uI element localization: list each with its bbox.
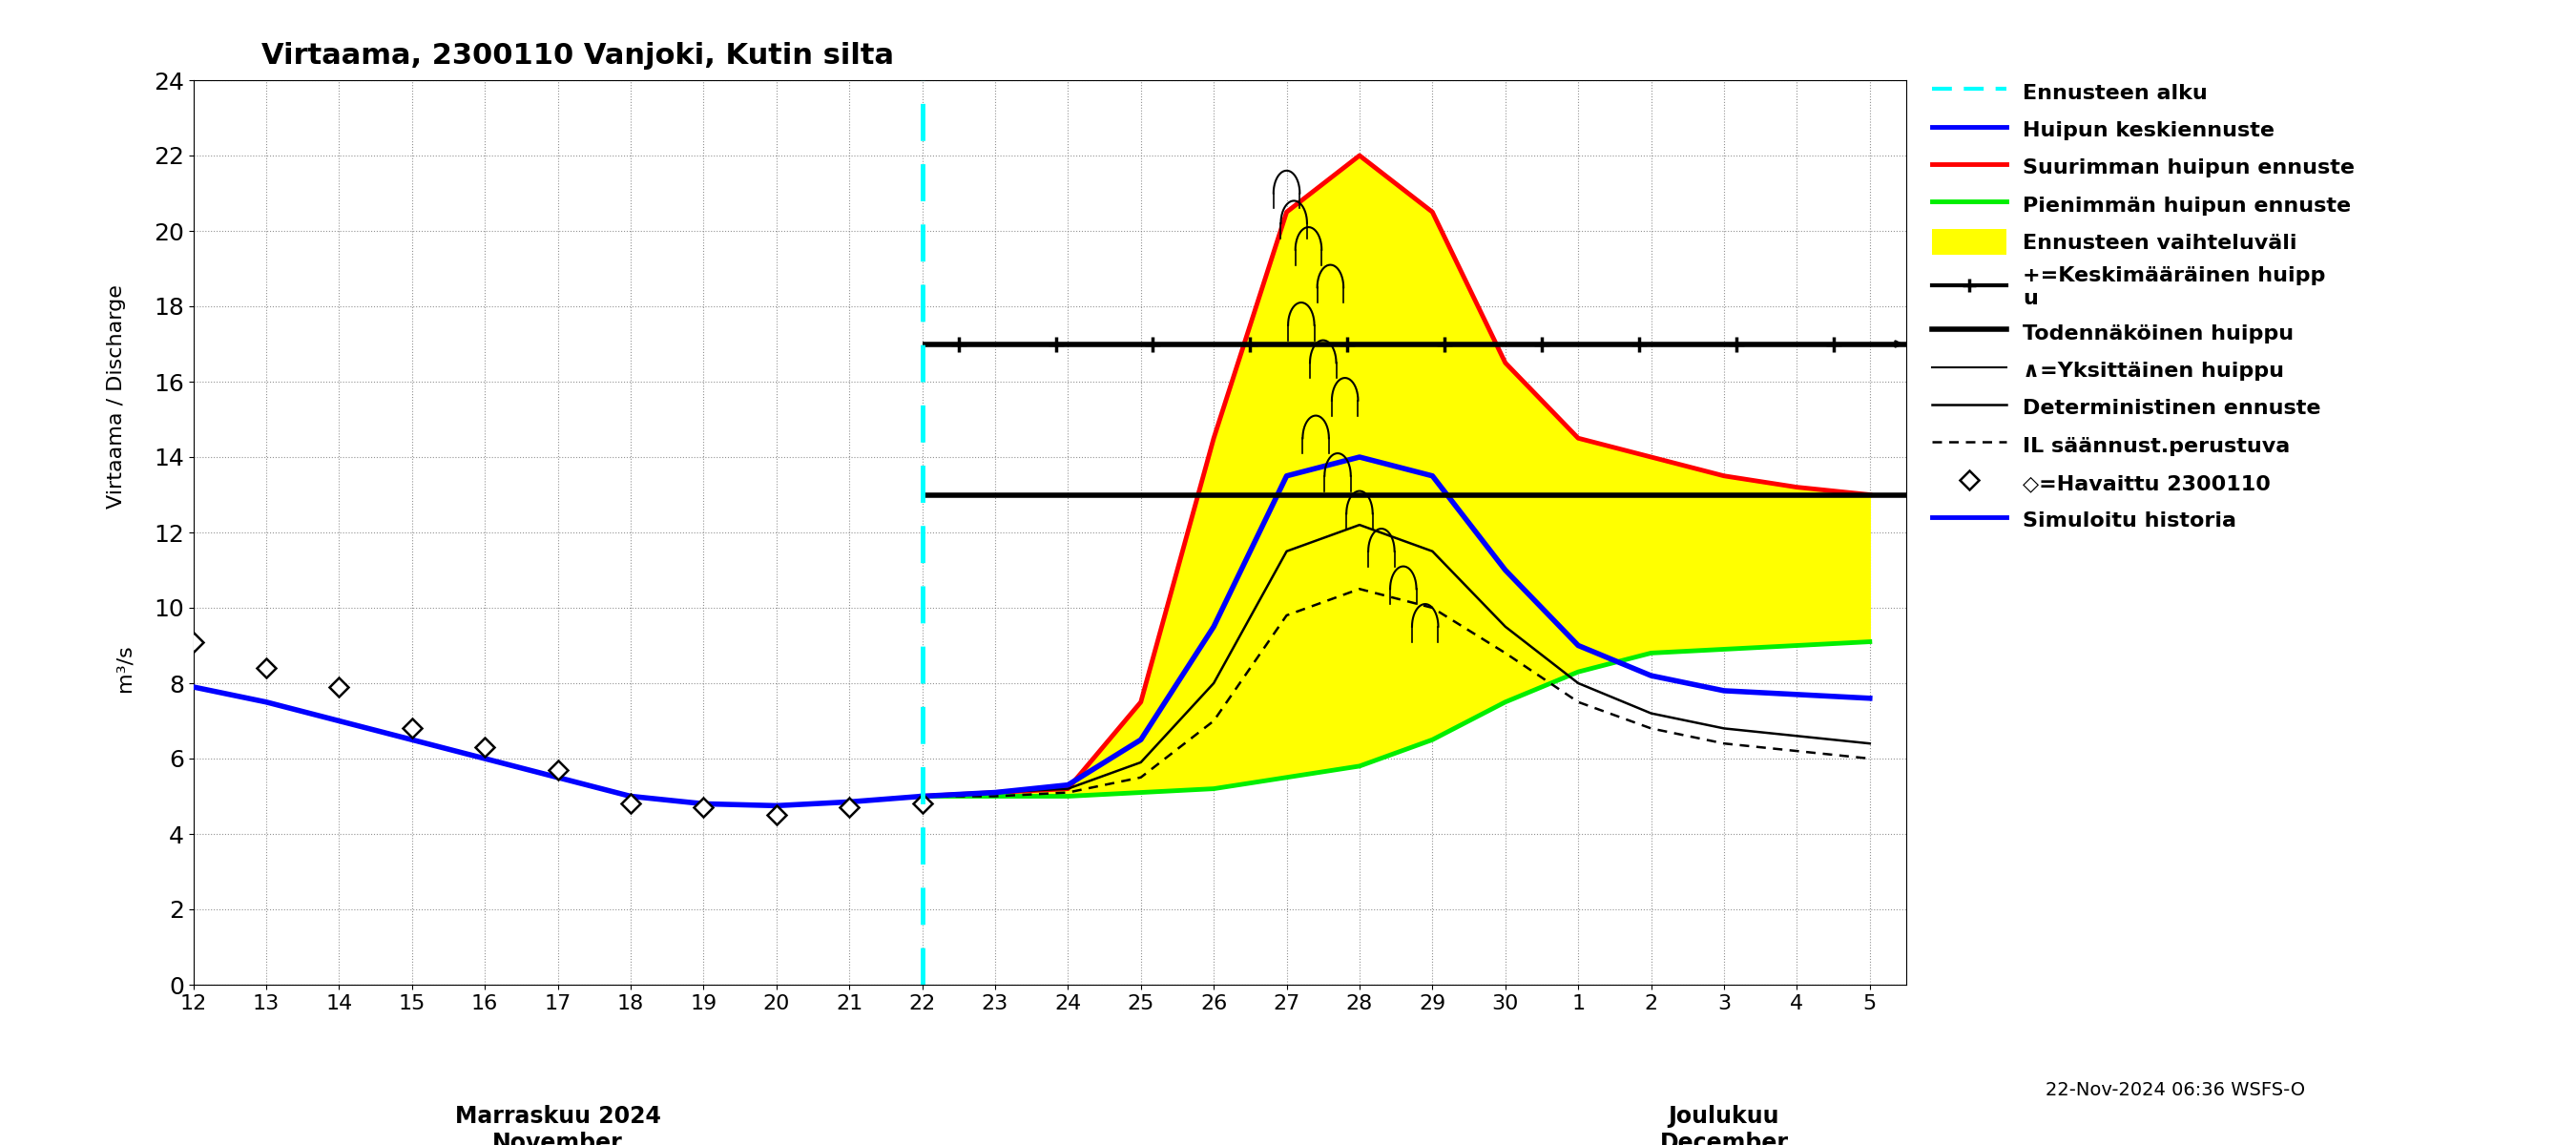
Text: m³/s: m³/s [116, 645, 134, 692]
Text: 22-Nov-2024 06:36 WSFS-O: 22-Nov-2024 06:36 WSFS-O [2045, 1081, 2306, 1099]
Text: Marraskuu 2024
November: Marraskuu 2024 November [456, 1105, 659, 1145]
Legend: Ennusteen alku, Huipun keskiennuste, Suurimman huipun ennuste, Pienimmän huipun : Ennusteen alku, Huipun keskiennuste, Suu… [1924, 72, 2362, 539]
Text: Virtaama / Discharge: Virtaama / Discharge [106, 285, 126, 508]
Text: Joulukuu
December: Joulukuu December [1659, 1105, 1788, 1145]
Text: Virtaama, 2300110 Vanjoki, Kutin silta: Virtaama, 2300110 Vanjoki, Kutin silta [263, 42, 894, 70]
